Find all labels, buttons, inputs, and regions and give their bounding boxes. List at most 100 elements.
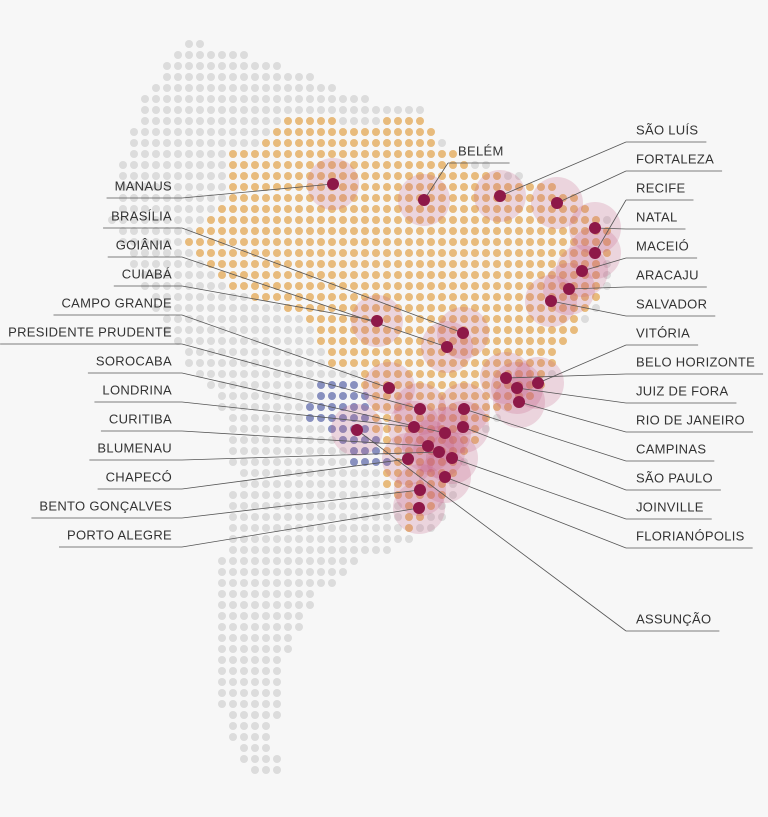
land-dot <box>493 249 501 257</box>
land-dot <box>251 139 259 147</box>
land-dot <box>339 205 347 213</box>
land-dot <box>581 249 589 257</box>
land-dot <box>306 194 314 202</box>
leader-line <box>518 401 627 433</box>
land-dot <box>251 623 259 631</box>
land-dot <box>196 150 204 158</box>
land-dot <box>306 403 314 411</box>
land-dot <box>174 337 182 345</box>
land-dot <box>306 590 314 598</box>
land-dot <box>317 238 325 246</box>
land-dot <box>548 315 556 323</box>
land-dot <box>350 205 358 213</box>
land-dot <box>559 227 567 235</box>
land-dot <box>218 73 226 81</box>
land-dot <box>405 293 413 301</box>
land-dot <box>482 271 490 279</box>
land-dot <box>372 348 380 356</box>
land-dot <box>317 216 325 224</box>
land-dot <box>295 502 303 510</box>
land-dot <box>405 348 413 356</box>
land-dot <box>526 249 534 257</box>
land-dot <box>515 227 523 235</box>
city-label: RECIFE <box>636 180 685 195</box>
land-dot <box>570 271 578 279</box>
land-dot <box>350 546 358 554</box>
land-dot <box>262 667 270 675</box>
land-dot <box>295 139 303 147</box>
land-dot <box>130 227 138 235</box>
land-dot <box>339 557 347 565</box>
land-dot <box>383 194 391 202</box>
city-dot <box>589 222 601 234</box>
land-dot <box>218 656 226 664</box>
land-dot <box>251 557 259 565</box>
land-dot <box>339 260 347 268</box>
land-dot <box>416 458 424 466</box>
land-dot <box>141 227 149 235</box>
land-dot <box>493 403 501 411</box>
land-dot <box>273 337 281 345</box>
land-dot <box>372 502 380 510</box>
land-dot <box>251 205 259 213</box>
land-dot <box>251 546 259 554</box>
land-dot <box>240 656 248 664</box>
land-dot <box>372 414 380 422</box>
land-dot <box>174 304 182 312</box>
land-dot <box>240 689 248 697</box>
land-dot <box>416 348 424 356</box>
land-dot <box>405 359 413 367</box>
land-dot <box>240 557 248 565</box>
leader-line <box>181 401 415 428</box>
land-dot <box>460 205 468 213</box>
land-dot <box>526 348 534 356</box>
land-dot <box>339 315 347 323</box>
land-dot <box>482 260 490 268</box>
land-dot <box>482 282 490 290</box>
land-dot <box>218 150 226 158</box>
land-dot <box>372 117 380 125</box>
land-dot <box>537 205 545 213</box>
land-dot <box>262 711 270 719</box>
land-dot <box>262 546 270 554</box>
land-dot <box>130 238 138 246</box>
land-dot <box>229 227 237 235</box>
land-dot <box>295 568 303 576</box>
land-dot <box>449 227 457 235</box>
land-dot <box>372 304 380 312</box>
land-dot <box>273 139 281 147</box>
land-dot <box>240 337 248 345</box>
land-dot <box>328 557 336 565</box>
land-dot <box>284 612 292 620</box>
land-dot <box>273 502 281 510</box>
land-dot <box>295 282 303 290</box>
city-dot <box>433 446 445 458</box>
land-dot <box>471 403 479 411</box>
land-dot <box>196 183 204 191</box>
land-dot <box>570 315 578 323</box>
land-dot <box>328 370 336 378</box>
land-dot <box>537 260 545 268</box>
land-dot <box>295 216 303 224</box>
land-dot <box>394 150 402 158</box>
land-dot <box>460 172 468 180</box>
land-dot <box>152 205 160 213</box>
land-dot <box>383 436 391 444</box>
land-dot <box>306 491 314 499</box>
land-dot <box>548 216 556 224</box>
land-dot <box>471 392 479 400</box>
leader-line <box>356 429 627 632</box>
land-dot <box>284 623 292 631</box>
land-dot <box>207 205 215 213</box>
land-dot <box>185 150 193 158</box>
land-dot <box>207 150 215 158</box>
land-dot <box>240 139 248 147</box>
city-dot <box>458 403 470 415</box>
land-dot <box>537 238 545 246</box>
land-dot <box>141 128 149 136</box>
land-dot <box>328 326 336 334</box>
land-dot <box>273 524 281 532</box>
land-dot <box>515 293 523 301</box>
land-dot <box>350 491 358 499</box>
land-dot <box>196 128 204 136</box>
